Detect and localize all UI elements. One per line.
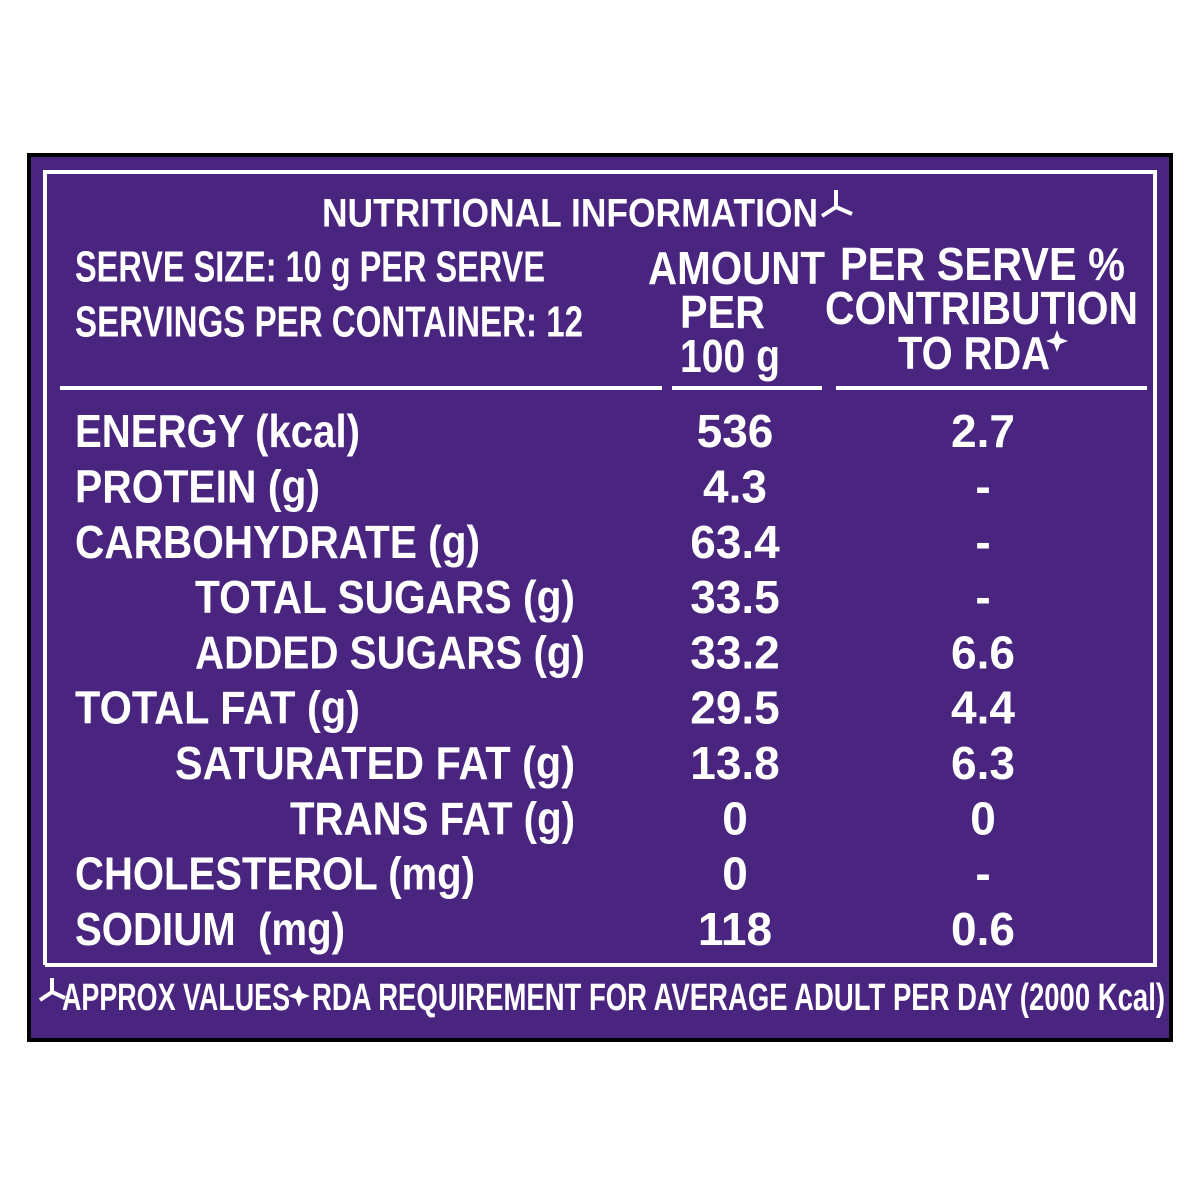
rda-cell: - [975, 516, 990, 568]
column-heading: 100 g [680, 330, 780, 382]
rda-cell: - [975, 848, 990, 900]
approx-symbol [38, 978, 66, 1002]
servings: SERVINGS PER CONTAINER: 12 [75, 298, 583, 347]
amount-cell: 118 [698, 903, 772, 955]
amount-cell: 13.8 [690, 737, 780, 789]
nutrient-label: ADDED SUGARS (g) [195, 626, 585, 678]
rda-cell: - [975, 460, 990, 512]
title: NUTRITIONAL INFORMATION [322, 192, 818, 236]
amount-cell: 63.4 [690, 516, 780, 568]
nutrient-label: SODIUM (mg) [75, 903, 345, 955]
rda-cell: 6.3 [951, 737, 1015, 789]
footnote: RDA REQUIREMENT FOR AVERAGE ADULT PER DA… [312, 977, 1165, 1019]
nutrient-label: CHOLESTEROL (mg) [75, 848, 475, 900]
nutrient-label: TOTAL FAT (g) [75, 682, 360, 734]
nutrient-label: TRANS FAT (g) [290, 792, 575, 844]
rda-cell: 6.6 [951, 626, 1015, 678]
column-heading: AMOUNT [648, 242, 825, 294]
nutrient-label: ENERGY (kcal) [75, 405, 360, 457]
serve-size: SERVE SIZE: 10 g PER SERVE [75, 243, 545, 292]
nutrient-label: PROTEIN (g) [75, 460, 320, 512]
footnote: APPROX VALUES [62, 977, 290, 1019]
amount-cell: 536 [697, 405, 774, 457]
rda-symbol [288, 985, 310, 1007]
nutrient-label: CARBOHYDRATE (g) [75, 516, 480, 568]
rda-symbol [1046, 330, 1068, 352]
column-heading: PER [680, 286, 765, 338]
panel [27, 153, 1173, 1042]
amount-cell: 29.5 [690, 682, 780, 734]
amount-cell: 33.2 [690, 626, 780, 678]
column-heading: PER SERVE % [840, 238, 1125, 290]
rda-cell: 2.7 [951, 405, 1015, 457]
rda-cell: 4.4 [951, 682, 1015, 734]
amount-cell: 33.5 [690, 571, 780, 623]
amount-cell: 4.3 [703, 460, 767, 512]
approx-symbol [820, 190, 853, 218]
column-heading: TO RDA [898, 327, 1050, 379]
nutrient-label: SATURATED FAT (g) [175, 737, 575, 789]
rda-cell: - [975, 571, 990, 623]
rda-cell: 0 [970, 792, 996, 844]
nutrient-label: TOTAL SUGARS (g) [195, 571, 575, 623]
inner-frame [43, 170, 1157, 967]
amount-cell: 0 [722, 792, 748, 844]
amount-cell: 0 [722, 848, 748, 900]
rda-cell: 0.6 [951, 903, 1015, 955]
column-heading: CONTRIBUTION [825, 282, 1138, 334]
